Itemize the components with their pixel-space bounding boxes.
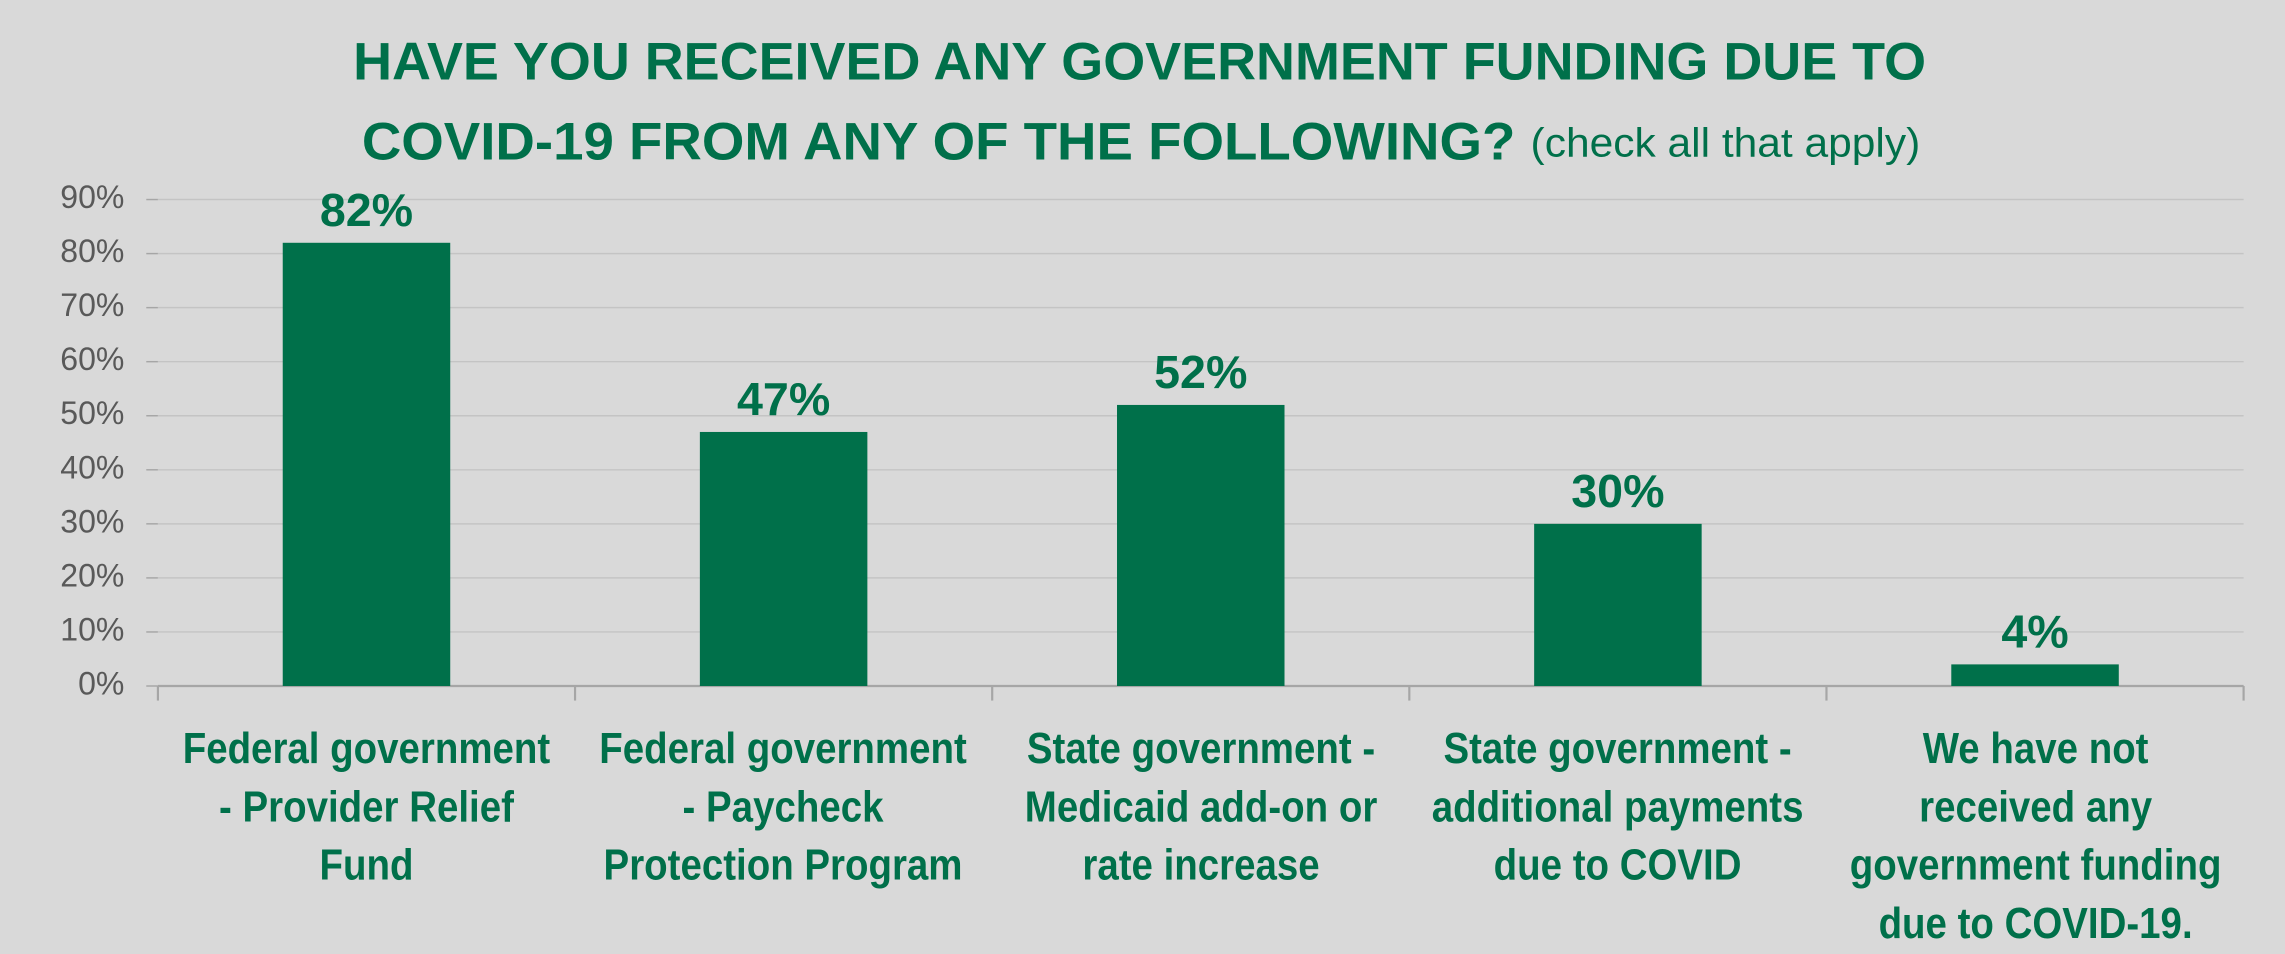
bar (282, 242, 451, 687)
x-tick-label: State government - Medicaid add-on or ra… (1024, 725, 1377, 890)
value-label: 4% (2001, 606, 2068, 658)
y-tick-label: 60% (60, 341, 124, 377)
value-label: 30% (1571, 465, 1664, 517)
y-tick-label: 0% (78, 665, 124, 701)
x-tick-label: State government - additional payments d… (1431, 725, 1804, 890)
value-label: 47% (737, 373, 830, 425)
x-tick-label-box: State government - Medicaid add-on or ra… (1024, 725, 1377, 890)
x-tick-label: Federal government - Paycheck Protection… (599, 725, 968, 890)
bar (1534, 523, 1702, 687)
y-tick-label: 20% (60, 557, 124, 593)
y-tick-label: 70% (60, 287, 124, 323)
bar (1117, 404, 1285, 687)
chart-title: HAVE YOU RECEIVED ANY GOVERNMENT FUNDING… (353, 33, 1926, 91)
x-tick-label-box: State government - additional payments d… (1431, 725, 1804, 890)
x-tick-label-box: Federal government - Paycheck Protection… (599, 725, 968, 890)
value-label: 52% (1154, 346, 1247, 398)
x-tick-label: Federal government - Provider Relief Fun… (182, 725, 551, 890)
y-tick-label: 10% (60, 611, 124, 647)
x-tick-label: We have not received any government fund… (1849, 725, 2221, 949)
y-tick-label: 30% (60, 503, 124, 539)
y-tick-label: 50% (60, 395, 124, 431)
y-tick-label: 90% (60, 179, 124, 215)
x-tick-label-box: We have not received any government fund… (1849, 725, 2221, 949)
x-tick-label-box: Federal government - Provider Relief Fun… (182, 725, 551, 890)
chart-title-line: COVID-19 FROM ANY OF THE FOLLOWING? (chec… (362, 113, 1920, 171)
y-tick-label: 80% (60, 233, 124, 269)
bar (1951, 664, 2119, 687)
chart-title: COVID-19 FROM ANY OF THE FOLLOWING? (362, 113, 1516, 171)
y-tick-label: 40% (60, 449, 124, 485)
bar (699, 431, 868, 687)
value-label: 82% (320, 184, 413, 236)
chart-subtitle: (check all that apply) (1531, 119, 1921, 165)
